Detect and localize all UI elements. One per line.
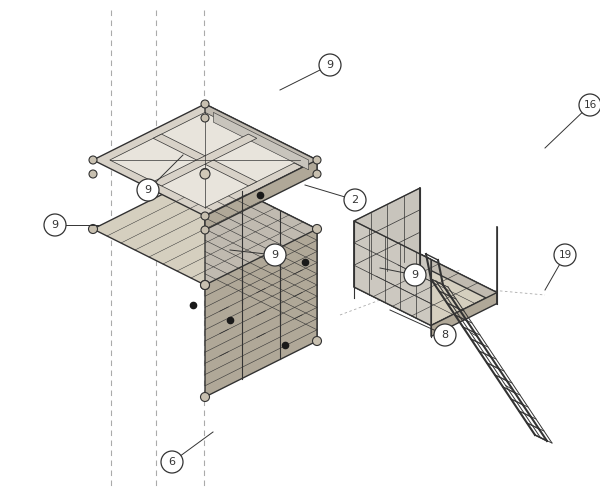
Circle shape <box>200 280 209 289</box>
Polygon shape <box>205 160 317 230</box>
Circle shape <box>579 94 600 116</box>
Circle shape <box>89 224 97 234</box>
Text: 2: 2 <box>352 195 359 205</box>
Polygon shape <box>205 104 317 174</box>
Text: 9: 9 <box>145 185 152 195</box>
Circle shape <box>404 264 426 286</box>
Circle shape <box>554 244 576 266</box>
Circle shape <box>200 168 209 177</box>
Circle shape <box>344 189 366 211</box>
Polygon shape <box>354 254 497 326</box>
Text: 8: 8 <box>442 330 449 340</box>
Text: 9: 9 <box>52 220 59 230</box>
Circle shape <box>201 114 209 122</box>
Circle shape <box>200 392 209 402</box>
Circle shape <box>434 324 456 346</box>
Circle shape <box>161 451 183 473</box>
Circle shape <box>89 156 97 164</box>
Circle shape <box>319 54 341 76</box>
Polygon shape <box>354 188 420 287</box>
Circle shape <box>313 224 322 234</box>
Polygon shape <box>420 254 497 304</box>
Polygon shape <box>431 292 497 337</box>
Circle shape <box>201 226 209 234</box>
Polygon shape <box>214 112 308 170</box>
Polygon shape <box>93 104 317 216</box>
Text: 16: 16 <box>583 100 596 110</box>
Text: 19: 19 <box>559 250 572 260</box>
Circle shape <box>137 179 159 201</box>
Circle shape <box>201 100 209 108</box>
Polygon shape <box>110 112 300 208</box>
Circle shape <box>200 169 210 179</box>
Circle shape <box>89 170 97 178</box>
Text: 9: 9 <box>412 270 419 280</box>
Polygon shape <box>153 134 257 186</box>
Text: 6: 6 <box>169 457 176 467</box>
Circle shape <box>313 156 321 164</box>
Polygon shape <box>205 229 317 397</box>
Text: 9: 9 <box>326 60 334 70</box>
Circle shape <box>201 212 209 220</box>
Circle shape <box>200 280 209 289</box>
Polygon shape <box>205 173 317 341</box>
Polygon shape <box>153 134 257 186</box>
Text: 9: 9 <box>271 250 278 260</box>
Circle shape <box>264 244 286 266</box>
Circle shape <box>313 336 322 345</box>
Polygon shape <box>354 221 431 326</box>
Circle shape <box>44 214 66 236</box>
Circle shape <box>313 170 321 178</box>
Polygon shape <box>93 173 317 285</box>
